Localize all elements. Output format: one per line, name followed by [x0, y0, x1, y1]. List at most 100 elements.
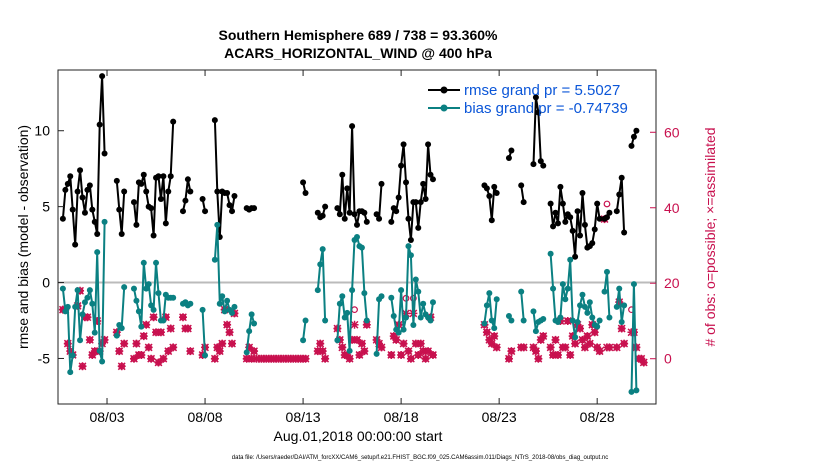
obs-assimilated-marker: [362, 320, 371, 329]
bias-point: [317, 261, 324, 268]
obs-assimilated-marker: [215, 347, 224, 356]
y2-tick-label: 60: [664, 124, 680, 140]
rmse-point: [403, 179, 410, 186]
rmse-point: [84, 186, 91, 193]
rmse-point: [420, 180, 427, 187]
bias-point: [224, 297, 231, 304]
obs-assimilated-marker: [166, 324, 175, 333]
obs-assimilated-marker: [186, 347, 195, 356]
bias-point: [221, 308, 228, 315]
obs-assimilated-marker: [313, 347, 322, 356]
rmse-point: [74, 188, 81, 195]
obs-assimilated-marker: [90, 347, 99, 356]
rmse-point: [130, 199, 137, 206]
obs-assimilated-marker: [389, 332, 398, 341]
bias-point: [491, 325, 498, 332]
data-file-footnote: data file: /Users/raeder/DAI/ATM_forcXX/…: [232, 455, 608, 461]
rmse-point: [589, 240, 596, 247]
rmse-point: [572, 253, 579, 260]
x-tick-label: 08/23: [482, 409, 517, 425]
rmse-point: [422, 196, 429, 203]
y-tick-label: -5: [38, 350, 51, 366]
obs-assimilated-marker: [117, 362, 126, 371]
y-tick-label: 10: [34, 123, 50, 139]
bias-point: [94, 249, 101, 256]
bias-point: [606, 314, 613, 321]
obs-assimilated-marker: [387, 350, 396, 359]
bias-point: [101, 218, 108, 225]
rmse-point: [395, 194, 402, 201]
bias-point: [121, 284, 128, 291]
rmse-point: [79, 194, 86, 201]
bias-point: [577, 302, 584, 309]
obs-assimilated-marker: [357, 339, 366, 348]
obs-assimilated-marker: [377, 343, 386, 352]
y-tick-label: 5: [42, 199, 50, 215]
rmse-point: [116, 206, 123, 213]
rmse-point: [530, 161, 537, 168]
bias-point: [354, 234, 360, 240]
rmse-point: [603, 214, 610, 221]
obs-assimilated-marker: [595, 347, 604, 356]
obs-assimilated-marker: [210, 354, 219, 363]
obs-assimilated-marker: [156, 328, 165, 337]
bias-point: [415, 288, 422, 295]
obs-assimilated-marker: [585, 339, 594, 348]
bias-point: [67, 369, 74, 376]
obs-assimilated-marker: [637, 354, 646, 363]
obs-assimilated-marker: [580, 343, 589, 352]
rmse-point: [64, 180, 71, 187]
bias-point: [572, 334, 579, 341]
x-tick-label: 08/28: [580, 409, 615, 425]
rmse-point: [143, 188, 150, 195]
bias-point: [581, 303, 588, 310]
rmse-point: [302, 189, 309, 196]
bias-point: [246, 328, 253, 335]
obs-assimilated-marker: [338, 343, 347, 352]
obs-assimilated-marker: [178, 313, 187, 322]
rmse-point: [184, 176, 191, 183]
bias-point: [567, 256, 574, 263]
obs-assimilated-marker: [419, 347, 428, 356]
rmse-point: [226, 202, 233, 209]
bias-point: [64, 303, 71, 310]
rmse-point: [99, 73, 106, 80]
rmse-point: [167, 173, 174, 180]
bias-point: [140, 259, 147, 266]
x-tick-label: 08/13: [286, 409, 321, 425]
rmse-point: [569, 227, 576, 234]
obs-assimilated-marker: [183, 324, 192, 333]
bias-point: [339, 293, 346, 300]
rmse-point: [378, 180, 385, 187]
obs-assimilated-marker: [250, 347, 259, 356]
bias-point: [336, 300, 343, 307]
bias-point: [508, 317, 515, 324]
chart-title: Southern Hemisphere 689 / 738 = 93.360%: [219, 27, 499, 43]
rmse-point: [72, 241, 79, 248]
bias-point: [589, 314, 596, 321]
obs-assimilated-marker: [228, 339, 237, 348]
rmse-point: [628, 142, 635, 149]
bias-point: [410, 322, 417, 329]
obs-assimilated-marker: [578, 335, 587, 344]
rmse-point: [618, 174, 625, 181]
rmse-point: [231, 193, 238, 200]
rmse-point: [415, 224, 422, 231]
obs-assimilated-marker: [406, 354, 415, 363]
obs-assimilated-marker: [343, 350, 352, 359]
series-layer: [59, 73, 640, 395]
obs-assimilated-marker: [159, 354, 168, 363]
bias-point: [334, 337, 341, 344]
bias-point: [118, 325, 125, 332]
rmse-point: [344, 185, 351, 192]
bias-point: [363, 317, 370, 324]
bias-point: [74, 287, 81, 294]
obs-assimilated-marker: [149, 313, 158, 322]
obs-assimilated-marker: [115, 347, 124, 356]
obs-assimilated-marker: [93, 316, 102, 325]
y-axis-label: rmse and bias (model - observation): [15, 125, 31, 349]
bias-point: [388, 294, 395, 301]
bias-point: [488, 317, 495, 324]
bias-point: [621, 302, 628, 309]
